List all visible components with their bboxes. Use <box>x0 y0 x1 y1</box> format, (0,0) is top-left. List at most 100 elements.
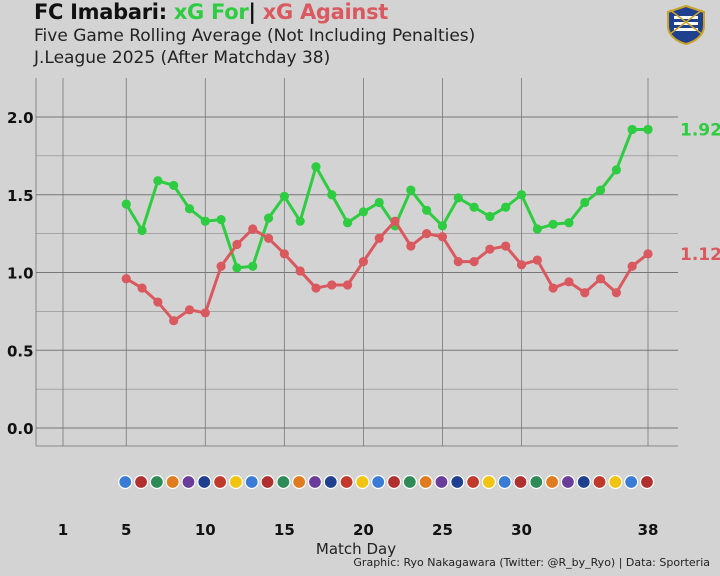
opponent-crest-icon <box>213 474 228 490</box>
opponent-crest-icon <box>276 474 291 490</box>
legend-xg-for: xG For <box>173 0 249 24</box>
opponent-crest-icon <box>529 474 544 490</box>
data-point-xg-for <box>232 263 242 273</box>
data-point-xg-against <box>422 229 432 239</box>
data-point-xg-against <box>137 283 147 293</box>
opponent-crest-icon <box>434 474 449 490</box>
data-point-xg-for <box>643 124 653 135</box>
legend-xg-against: xG Against <box>262 0 389 24</box>
opponent-crest-icon <box>608 474 623 490</box>
data-point-xg-against <box>406 241 416 251</box>
y-tick-label: 1.5 <box>7 187 34 205</box>
end-label-xg-against: 1.12 <box>680 245 720 265</box>
data-point-xg-for <box>279 191 289 201</box>
opponent-crest-icon <box>481 474 496 490</box>
data-point-xg-against <box>516 260 527 270</box>
opponent-crest-icon <box>402 474 417 490</box>
data-point-xg-for <box>516 190 527 200</box>
data-point-xg-for <box>184 204 195 214</box>
data-point-xg-for <box>374 197 384 208</box>
data-point-xg-for <box>611 165 621 175</box>
data-point-xg-for <box>532 224 542 234</box>
data-point-xg-for <box>501 202 511 212</box>
data-point-xg-against <box>295 266 305 276</box>
data-point-xg-for <box>548 219 558 229</box>
x-tick-label: 1 <box>58 521 68 539</box>
opponent-crest-icon <box>118 474 133 490</box>
data-point-xg-for <box>327 190 337 200</box>
opponent-crest-icon <box>576 474 591 490</box>
data-point-xg-against <box>611 288 621 298</box>
data-point-xg-against <box>374 233 384 243</box>
data-point-xg-for <box>200 216 210 226</box>
data-point-xg-for <box>595 185 606 195</box>
data-point-xg-against <box>390 216 400 226</box>
data-point-xg-against <box>311 283 321 293</box>
x-tick-label: 25 <box>432 521 453 539</box>
data-point-xg-against <box>469 257 479 267</box>
opponent-crest-icon <box>307 474 323 490</box>
data-point-xg-for <box>485 211 495 222</box>
data-point-xg-against <box>453 257 463 267</box>
data-point-xg-for <box>121 199 131 209</box>
y-tick-label: 1.0 <box>7 265 34 283</box>
data-point-xg-against <box>216 261 226 271</box>
opponent-crest-icon <box>560 474 576 490</box>
data-point-xg-against <box>327 280 337 290</box>
data-point-xg-for <box>422 205 432 215</box>
data-point-xg-against <box>532 255 542 265</box>
data-point-xg-for <box>248 261 258 271</box>
data-point-xg-against <box>279 249 289 259</box>
data-point-xg-against <box>564 277 574 287</box>
opponent-crest-icon <box>497 474 512 490</box>
data-point-xg-against <box>548 283 558 293</box>
title-separator: | <box>248 0 256 24</box>
data-point-xg-for <box>469 202 479 212</box>
opponent-crest-icon <box>339 474 354 490</box>
x-tick-label: 20 <box>353 521 374 539</box>
x-tick-label: 10 <box>195 521 216 539</box>
x-axis-label: Match Day <box>316 540 396 558</box>
data-point-xg-for <box>153 176 163 186</box>
data-point-xg-for <box>311 162 321 172</box>
chart-title: FC Imabari: xG For| xG Against <box>34 0 388 24</box>
data-point-xg-against <box>263 233 274 243</box>
opponent-crest-icon <box>181 474 196 490</box>
data-point-xg-against <box>627 261 637 271</box>
team-name: FC Imabari: <box>34 0 167 24</box>
opponent-crest-icon <box>244 474 259 490</box>
data-point-xg-against <box>437 232 448 242</box>
data-point-xg-against <box>248 224 258 234</box>
x-tick-label: 5 <box>121 521 131 539</box>
opponent-crest-icon <box>228 474 244 490</box>
series-line-xg-against <box>125 219 649 323</box>
data-point-xg-for <box>437 221 448 231</box>
opponent-crest-icon <box>418 474 433 490</box>
club-crest-icon <box>667 4 705 46</box>
chart-credits: Graphic: Ryo Nakagawara (Twitter: @R_by_… <box>353 556 710 569</box>
x-tick-label: 15 <box>274 521 295 539</box>
data-point-xg-against <box>580 288 590 298</box>
opponent-crest-icon <box>292 474 307 490</box>
opponent-crest-icon <box>149 474 164 490</box>
data-point-xg-against <box>595 274 606 284</box>
opponent-crest-icon <box>592 474 607 490</box>
data-point-xg-for <box>169 180 179 191</box>
data-point-xg-against <box>153 297 163 307</box>
data-point-xg-for <box>564 218 574 228</box>
opponent-crest-icon <box>260 474 275 490</box>
opponent-crest-icon <box>197 474 212 490</box>
opponent-crest-icon <box>165 474 180 490</box>
data-point-xg-for <box>263 213 274 223</box>
opponent-crest-icon <box>355 474 370 490</box>
x-tick-label: 38 <box>638 521 659 539</box>
data-point-xg-for <box>137 225 147 236</box>
data-point-xg-for <box>627 124 637 135</box>
opponent-crest-icon <box>465 474 481 490</box>
y-tick-label: 2.0 <box>7 109 34 127</box>
y-tick-label: 0.0 <box>7 420 34 438</box>
data-point-xg-against <box>232 239 242 250</box>
data-point-xg-against <box>342 280 353 290</box>
opponent-crest-icon <box>371 474 386 490</box>
